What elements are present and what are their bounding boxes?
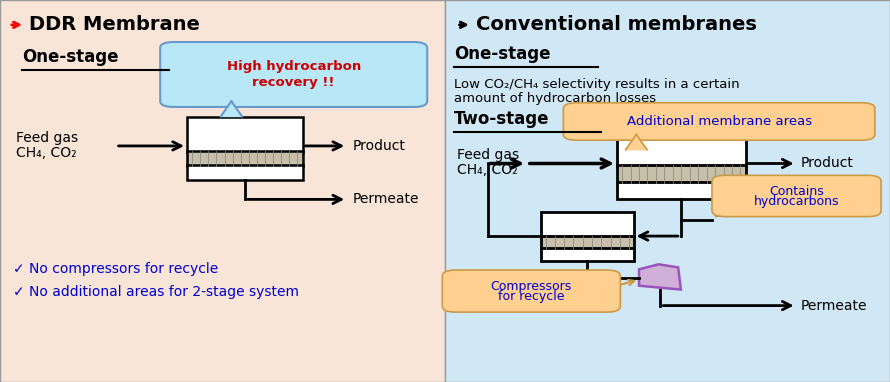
Text: CH₄, CO₂: CH₄, CO₂ <box>457 163 517 177</box>
Text: Feed gas: Feed gas <box>457 149 519 162</box>
FancyBboxPatch shape <box>541 212 634 237</box>
FancyBboxPatch shape <box>617 134 746 166</box>
FancyBboxPatch shape <box>617 165 746 183</box>
FancyBboxPatch shape <box>442 270 620 312</box>
Polygon shape <box>639 264 681 290</box>
Text: Product: Product <box>352 139 405 153</box>
FancyBboxPatch shape <box>541 248 634 261</box>
Text: recovery !!: recovery !! <box>253 76 335 89</box>
Text: Feed gas: Feed gas <box>16 131 78 144</box>
Polygon shape <box>221 101 242 117</box>
Text: for recycle: for recycle <box>498 290 564 303</box>
FancyBboxPatch shape <box>187 117 303 152</box>
Text: Low CO₂/CH₄ selectivity results in a certain: Low CO₂/CH₄ selectivity results in a cer… <box>454 78 740 91</box>
Text: One-stage: One-stage <box>22 48 118 66</box>
Text: High hydrocarbon: High hydrocarbon <box>227 60 360 73</box>
Text: hydrocarbons: hydrocarbons <box>754 195 839 208</box>
Text: Contains: Contains <box>769 185 824 198</box>
FancyBboxPatch shape <box>187 151 303 166</box>
Text: CH₄, CO₂: CH₄, CO₂ <box>16 146 77 160</box>
Text: Conventional membranes: Conventional membranes <box>476 15 757 34</box>
FancyBboxPatch shape <box>160 42 427 107</box>
FancyBboxPatch shape <box>617 182 746 199</box>
FancyBboxPatch shape <box>563 103 875 140</box>
Text: One-stage: One-stage <box>454 45 550 63</box>
Text: amount of hydrocarbon losses: amount of hydrocarbon losses <box>454 92 656 105</box>
FancyBboxPatch shape <box>0 0 445 382</box>
FancyBboxPatch shape <box>445 0 890 382</box>
Text: Two-stage: Two-stage <box>454 110 549 128</box>
Text: Additional membrane areas: Additional membrane areas <box>627 115 812 128</box>
Polygon shape <box>626 134 647 150</box>
FancyBboxPatch shape <box>712 175 881 217</box>
FancyBboxPatch shape <box>541 236 634 249</box>
Text: Permeate: Permeate <box>352 193 419 206</box>
Text: Compressors: Compressors <box>490 280 572 293</box>
Text: Permeate: Permeate <box>801 299 868 312</box>
Text: Product: Product <box>801 157 854 170</box>
Text: DDR Membrane: DDR Membrane <box>29 15 200 34</box>
Text: ✓ No compressors for recycle: ✓ No compressors for recycle <box>13 262 219 276</box>
Text: ✓ No additional areas for 2-stage system: ✓ No additional areas for 2-stage system <box>13 285 299 299</box>
FancyBboxPatch shape <box>187 165 303 180</box>
